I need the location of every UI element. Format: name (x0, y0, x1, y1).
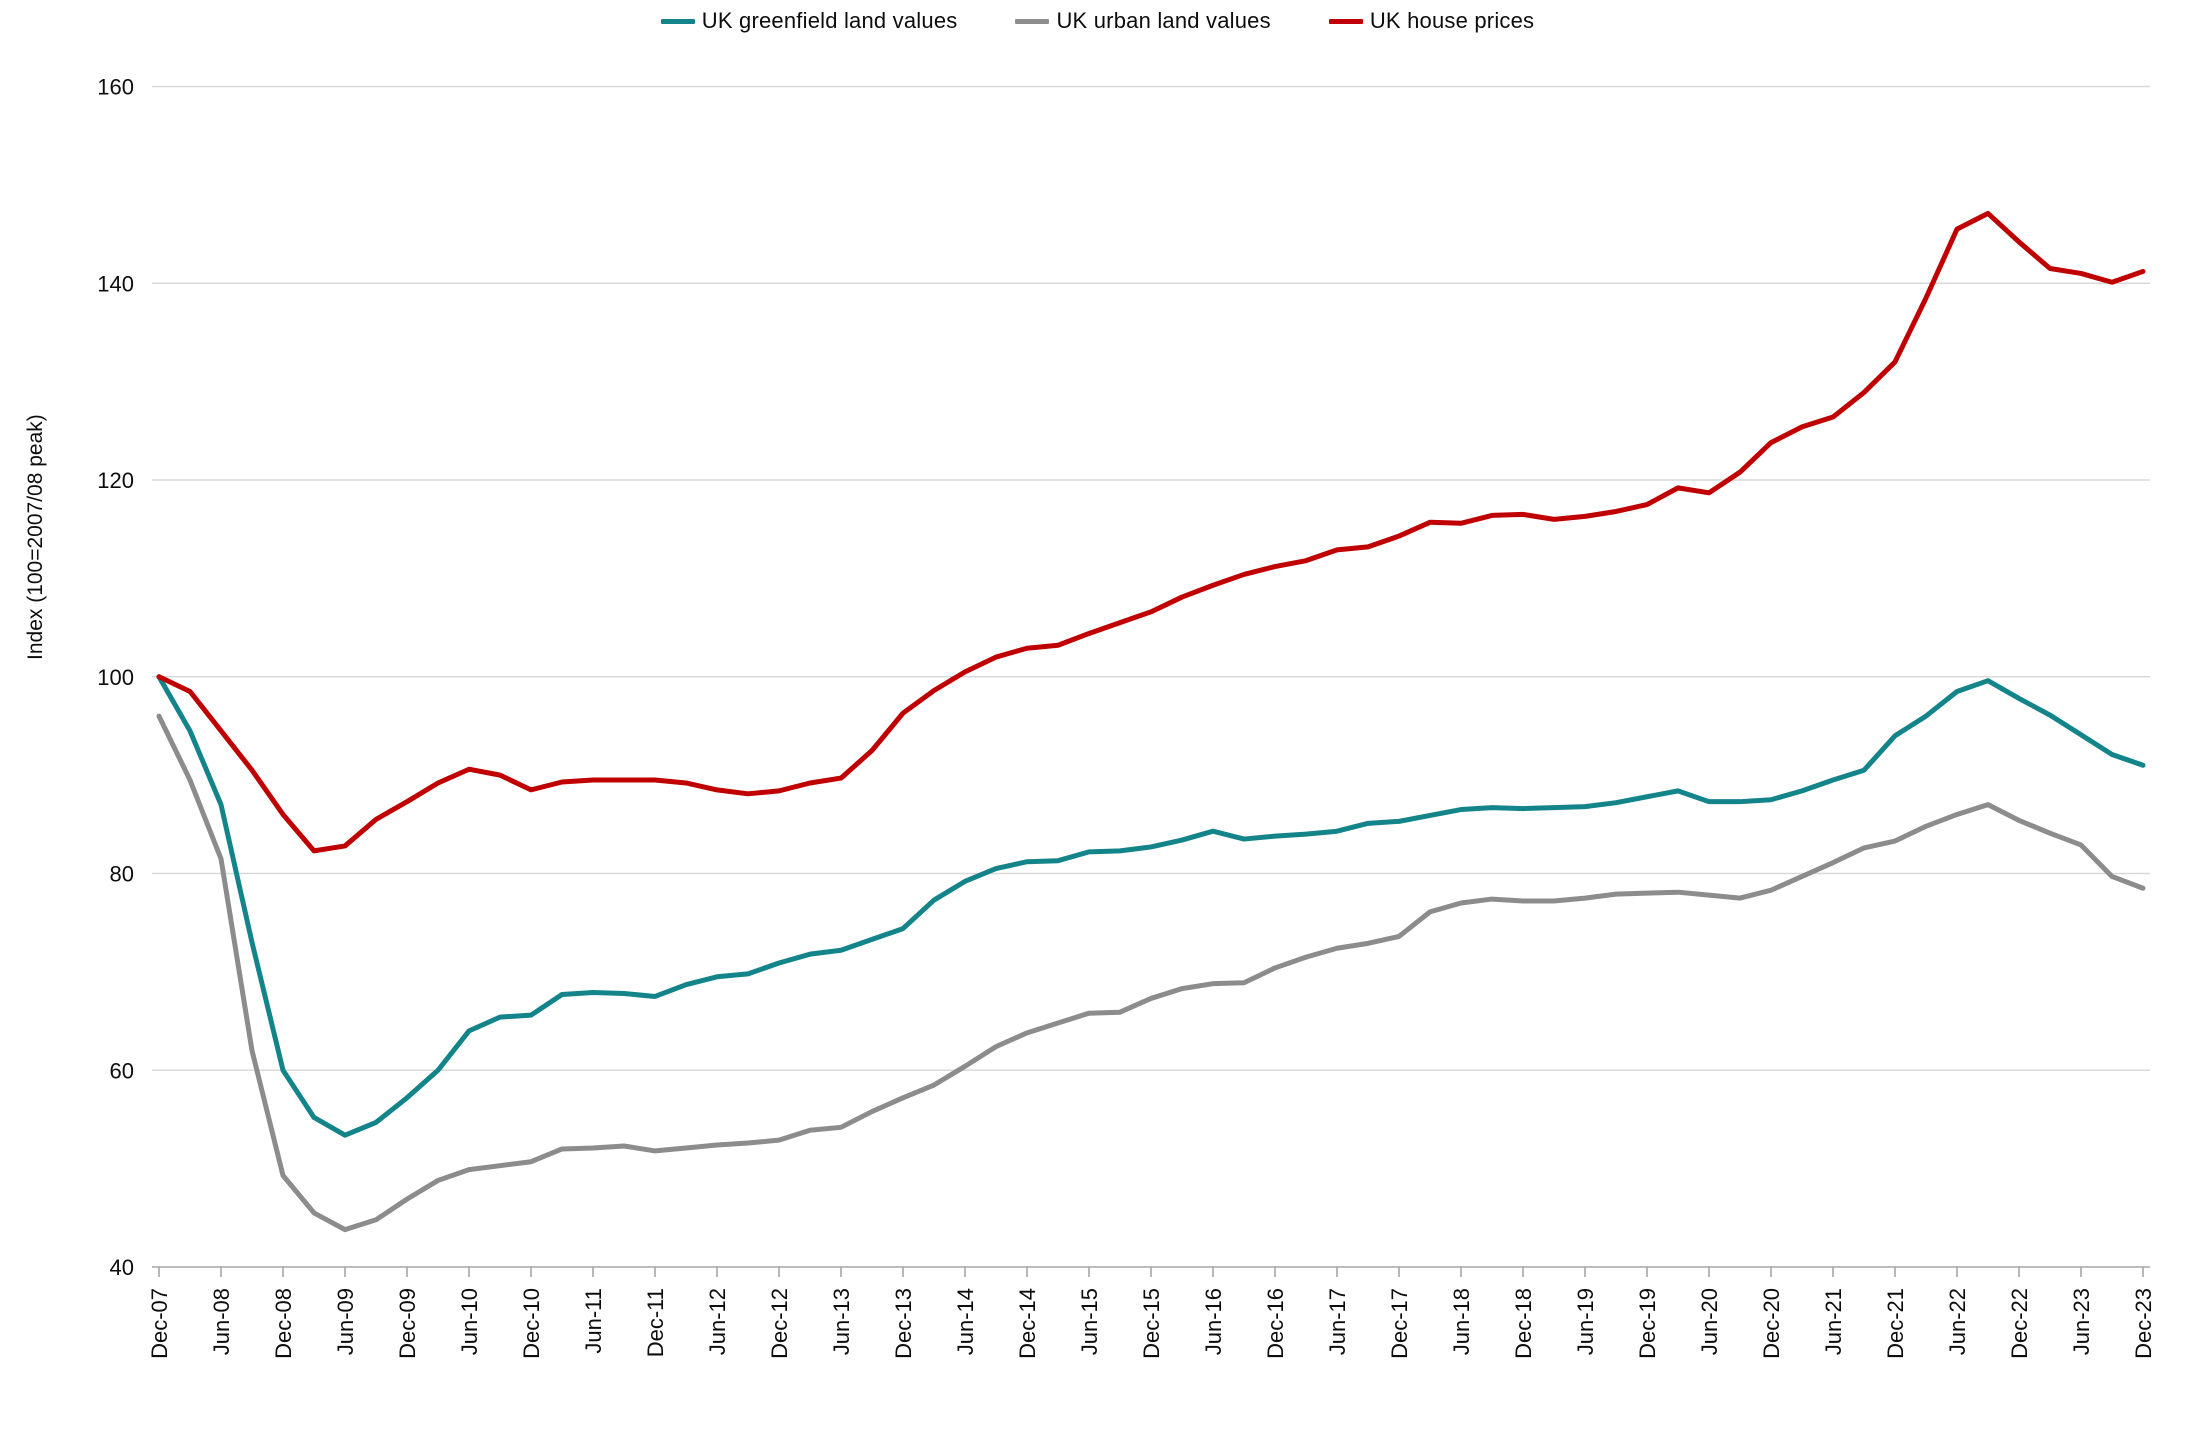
x-tick-label-Dec-18: Dec-18 (1511, 1288, 1536, 1359)
y-tick-label-120: 120 (97, 468, 134, 493)
x-tick-label-Jun-19: Jun-19 (1573, 1288, 1598, 1355)
x-tick-label-Jun-12: Jun-12 (705, 1288, 730, 1355)
series-line-uk-greenfield-land-values (156, 674, 2146, 1138)
x-tick-label-Dec-22: Dec-22 (2007, 1288, 2032, 1359)
y-tick-label-160: 160 (97, 75, 134, 100)
x-tick-label-Dec-21: Dec-21 (1883, 1288, 1908, 1359)
x-tick-label-Jun-15: Jun-15 (1077, 1288, 1102, 1355)
y-tick-label-80: 80 (110, 862, 134, 887)
y-tick-label-100: 100 (97, 665, 134, 690)
x-tick-label-Jun-21: Jun-21 (1821, 1288, 1846, 1355)
x-tick-label-Dec-13: Dec-13 (891, 1288, 916, 1359)
x-tick-label-Dec-17: Dec-17 (1387, 1288, 1412, 1359)
x-tick-label-Dec-14: Dec-14 (1015, 1288, 1040, 1359)
series-line-uk-house-prices (156, 210, 2146, 854)
x-tick-label-Dec-09: Dec-09 (395, 1288, 420, 1359)
x-tick-label-Dec-10: Dec-10 (519, 1288, 544, 1359)
x-tick-label-Jun-17: Jun-17 (1325, 1288, 1350, 1355)
y-tick-label-60: 60 (110, 1058, 134, 1083)
x-tick-label-Jun-13: Jun-13 (829, 1288, 854, 1355)
x-tick-label-Dec-07: Dec-07 (147, 1288, 172, 1359)
x-tick-label-Dec-23: Dec-23 (2131, 1288, 2156, 1359)
x-tick-label-Dec-16: Dec-16 (1263, 1288, 1288, 1359)
x-tick-label-Jun-10: Jun-10 (457, 1288, 482, 1355)
x-tick-label-Jun-18: Jun-18 (1449, 1288, 1474, 1355)
x-tick-label-Jun-09: Jun-09 (333, 1288, 358, 1355)
x-tick-label-Dec-20: Dec-20 (1759, 1288, 1784, 1359)
y-tick-label-140: 140 (97, 271, 134, 296)
x-tick-label-Jun-20: Jun-20 (1697, 1288, 1722, 1355)
x-tick-label-Jun-08: Jun-08 (209, 1288, 234, 1355)
x-tick-label-Dec-12: Dec-12 (767, 1288, 792, 1359)
x-tick-label-Dec-11: Dec-11 (643, 1288, 668, 1357)
x-tick-label-Dec-08: Dec-08 (271, 1288, 296, 1359)
y-tick-label-40: 40 (110, 1255, 134, 1280)
x-tick-label-Dec-19: Dec-19 (1635, 1288, 1660, 1359)
x-tick-label-Jun-23: Jun-23 (2069, 1288, 2094, 1355)
x-tick-label-Jun-22: Jun-22 (1945, 1288, 1970, 1355)
x-tick-label-Jun-16: Jun-16 (1201, 1288, 1226, 1355)
x-tick-label-Jun-14: Jun-14 (953, 1288, 978, 1355)
x-tick-label-Dec-15: Dec-15 (1139, 1288, 1164, 1359)
series-line-uk-urban-land-values (156, 713, 2146, 1233)
x-tick-label-Jun-11: Jun-11 (581, 1288, 606, 1354)
